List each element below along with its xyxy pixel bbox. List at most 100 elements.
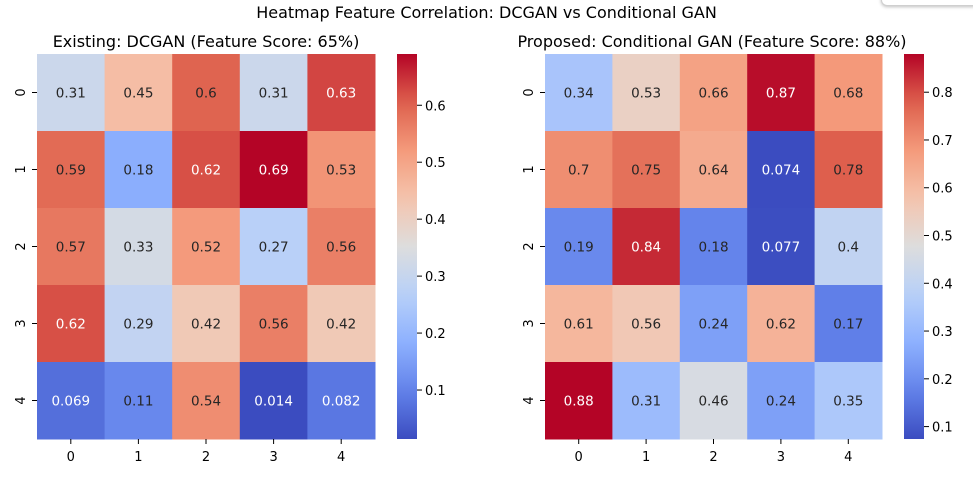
x-tick-label: 4 xyxy=(844,450,852,465)
heatmap-cell xyxy=(239,54,308,132)
heatmap-cell xyxy=(814,285,883,363)
heatmap-cell xyxy=(37,285,106,363)
heatmap-cell xyxy=(747,362,816,440)
cell-value-label: 0.24 xyxy=(766,394,796,410)
heatmap-cell xyxy=(239,208,308,286)
cell-value-label: 0.75 xyxy=(631,163,661,179)
x-tick-label: 1 xyxy=(134,450,142,465)
heatmap-cell xyxy=(307,208,376,286)
cell-value-label: 0.45 xyxy=(123,86,153,102)
cell-value-label: 0.31 xyxy=(631,394,661,410)
cell-value-label: 0.27 xyxy=(259,240,289,256)
cell-value-label: 0.31 xyxy=(56,86,86,102)
y-tick-label: 2 xyxy=(14,242,29,250)
heatmap-cell xyxy=(239,362,308,440)
cell-value-label: 0.42 xyxy=(326,317,356,333)
colorbar-tick-label: 0.6 xyxy=(932,182,953,197)
colorbar-tick-label: 0.7 xyxy=(932,134,953,149)
cell-value-label: 0.35 xyxy=(833,394,863,410)
heatmap-cell xyxy=(545,285,613,363)
cell-value-label: 0.56 xyxy=(631,317,661,333)
heatmap-panel-0: Existing: DCGAN (Feature Score: 65%)0.31… xyxy=(14,32,446,465)
cell-value-label: 0.4 xyxy=(838,240,859,256)
cell-value-label: 0.62 xyxy=(191,163,221,179)
colorbar xyxy=(904,54,924,439)
heatmap-cell xyxy=(545,54,613,132)
cell-value-label: 0.56 xyxy=(259,317,289,333)
cell-value-label: 0.52 xyxy=(191,240,221,256)
cell-value-label: 0.53 xyxy=(326,163,356,179)
cell-value-label: 0.62 xyxy=(56,317,86,333)
heatmap-cell xyxy=(679,362,748,440)
colorbar-tick-label: 0.8 xyxy=(932,86,953,101)
heatmap-cell xyxy=(747,131,816,209)
colorbar-tick-label: 0.5 xyxy=(425,156,446,171)
cell-value-label: 0.61 xyxy=(564,317,594,333)
heatmap-cell xyxy=(679,208,748,286)
heatmap-cell xyxy=(679,54,748,132)
heatmap-cell xyxy=(545,131,613,209)
heatmap-cell xyxy=(104,131,173,209)
heatmap-cell xyxy=(814,362,883,440)
heatmap-cell xyxy=(37,54,106,132)
y-tick-label: 3 xyxy=(14,319,29,327)
colorbar-tick-label: 0.2 xyxy=(425,327,446,342)
y-tick-label: 3 xyxy=(522,319,537,327)
cell-value-label: 0.59 xyxy=(56,163,86,179)
cell-value-label: 0.17 xyxy=(833,317,863,333)
heatmap-cell xyxy=(172,208,241,286)
y-tick-label: 1 xyxy=(522,165,537,173)
colorbar-tick-label: 0.4 xyxy=(425,213,446,228)
x-tick-label: 2 xyxy=(709,450,717,465)
panel-title: Proposed: Conditional GAN (Feature Score… xyxy=(517,32,906,51)
cell-value-label: 0.18 xyxy=(123,163,153,179)
heatmap-cell xyxy=(612,208,681,286)
colorbar xyxy=(397,54,417,439)
cell-value-label: 0.19 xyxy=(564,240,594,256)
toolbar-widget[interactable] xyxy=(881,0,973,6)
cell-value-label: 0.014 xyxy=(254,394,293,410)
heatmap-cell xyxy=(545,208,613,286)
heatmap-cell xyxy=(104,285,173,363)
cell-value-label: 0.64 xyxy=(698,163,728,179)
cell-value-label: 0.57 xyxy=(56,240,86,256)
heatmap-cell xyxy=(612,131,681,209)
cell-value-label: 0.6 xyxy=(195,86,216,102)
cell-value-label: 0.63 xyxy=(326,86,356,102)
colorbar-tick-label: 0.1 xyxy=(932,421,953,436)
heatmap-cell xyxy=(307,362,376,440)
heatmap-cell xyxy=(104,54,173,132)
y-tick-label: 4 xyxy=(14,396,29,404)
heatmap-cell xyxy=(37,131,106,209)
cell-value-label: 0.88 xyxy=(564,394,594,410)
heatmap-cell xyxy=(307,285,376,363)
heatmap-cell xyxy=(172,54,241,132)
heatmap-cell xyxy=(239,285,308,363)
cell-value-label: 0.34 xyxy=(564,86,594,102)
cell-value-label: 0.7 xyxy=(568,163,589,179)
heatmap-cell xyxy=(747,285,816,363)
colorbar-tick-label: 0.3 xyxy=(425,270,446,285)
heatmap-cell xyxy=(307,54,376,132)
cell-value-label: 0.84 xyxy=(631,240,661,256)
cell-value-label: 0.11 xyxy=(123,394,153,410)
heatmap-cell xyxy=(104,208,173,286)
heatmap-cell xyxy=(612,362,681,440)
heatmap-cell xyxy=(814,131,883,209)
heatmap-cell xyxy=(679,131,748,209)
heatmap-cell xyxy=(307,131,376,209)
cell-value-label: 0.18 xyxy=(698,240,728,256)
cell-value-label: 0.33 xyxy=(123,240,153,256)
x-tick-label: 1 xyxy=(642,450,650,465)
panel-title: Existing: DCGAN (Feature Score: 65%) xyxy=(53,32,360,51)
cell-value-label: 0.46 xyxy=(698,394,728,410)
cell-value-label: 0.53 xyxy=(631,86,661,102)
heatmap-cell xyxy=(747,208,816,286)
cell-value-label: 0.082 xyxy=(322,394,361,410)
x-tick-label: 0 xyxy=(67,450,75,465)
x-tick-label: 3 xyxy=(777,450,785,465)
heatmap-cell xyxy=(172,131,241,209)
heatmap-cell xyxy=(747,54,816,132)
heatmap-cell xyxy=(679,285,748,363)
heatmap-cell xyxy=(612,285,681,363)
